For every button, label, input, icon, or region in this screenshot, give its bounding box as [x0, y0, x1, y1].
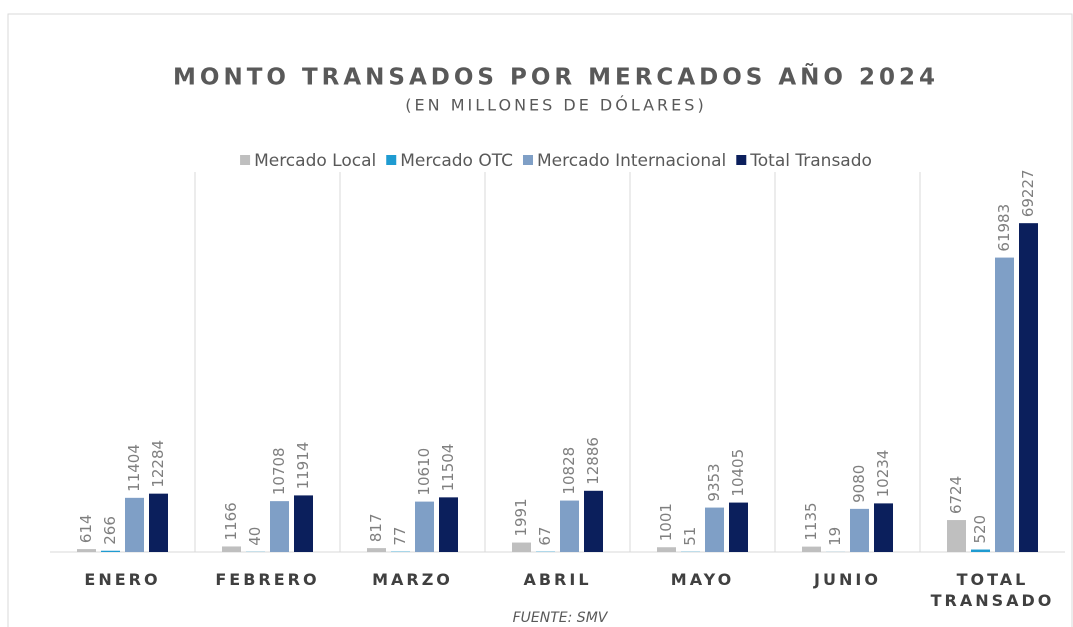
- bar: [101, 550, 120, 552]
- data-label: 77: [391, 527, 409, 546]
- data-label: 9353: [705, 463, 723, 501]
- x-tick-label: ABRIL: [523, 570, 592, 589]
- data-label: 12886: [584, 437, 602, 485]
- bar: [729, 502, 748, 552]
- data-label: 10405: [729, 449, 747, 497]
- data-label: 61983: [995, 204, 1013, 252]
- legend-swatch: [386, 155, 397, 165]
- legend-label: Mercado Internacional: [537, 151, 726, 171]
- x-tick-label: MAYO: [670, 570, 735, 589]
- data-label: 40: [246, 527, 264, 546]
- bar: [705, 507, 724, 552]
- bar: [995, 257, 1014, 552]
- data-label: 614: [77, 514, 95, 543]
- x-tick-label: FEBRERO: [215, 570, 320, 589]
- bar: [415, 501, 434, 552]
- bar: [657, 547, 676, 552]
- data-label: 817: [367, 513, 385, 542]
- bar: [367, 548, 386, 552]
- legend-swatch: [736, 155, 747, 165]
- data-label: 10828: [560, 447, 578, 495]
- bar: [1019, 223, 1038, 552]
- x-tick-label: MARZO: [372, 570, 453, 589]
- chart-subtitle: (EN MILLONES DE DÓLARES): [405, 96, 706, 115]
- data-label: 1001: [657, 503, 675, 541]
- data-label: 266: [101, 516, 119, 545]
- bar: [222, 546, 241, 552]
- bar: [125, 497, 144, 552]
- chart-border: [7, 13, 1073, 627]
- bar: [874, 503, 893, 552]
- bar: [294, 495, 313, 552]
- legend-swatch: [522, 155, 533, 165]
- bar: [560, 500, 579, 552]
- bar: [947, 520, 966, 552]
- data-label: 51: [681, 527, 699, 546]
- x-tick-label: TOTAL TRANSADO: [930, 570, 1055, 610]
- bar: [971, 549, 990, 552]
- data-label: 1135: [802, 502, 820, 540]
- data-label: 69227: [1019, 169, 1037, 217]
- data-label: 11504: [439, 444, 457, 492]
- bar: [149, 493, 168, 552]
- data-label: 67: [536, 527, 554, 546]
- data-label: 11914: [294, 442, 312, 490]
- data-label: 11404: [125, 444, 143, 492]
- data-label: 6724: [947, 476, 965, 514]
- data-label: 10708: [270, 447, 288, 495]
- source-note: FUENTE: SMV: [513, 610, 609, 626]
- bar: [270, 501, 289, 552]
- data-label: 1166: [222, 502, 240, 540]
- x-tick-label: ENERO: [84, 570, 161, 589]
- data-label: 12284: [149, 440, 167, 488]
- bar: [77, 549, 96, 552]
- data-label: 10234: [874, 450, 892, 498]
- data-label: 520: [971, 515, 989, 544]
- legend-label: Total Transado: [749, 151, 872, 171]
- bar: [584, 490, 603, 552]
- bar: [512, 542, 531, 552]
- x-tick-label: JUNIO: [814, 570, 881, 589]
- data-label: 9080: [850, 465, 868, 503]
- legend-label: Mercado OTC: [400, 151, 513, 171]
- legend-label: Mercado Local: [254, 151, 376, 171]
- legend-swatch: [240, 155, 251, 165]
- bar: [850, 508, 869, 552]
- data-label: 10610: [415, 448, 433, 496]
- data-label: 19: [826, 527, 844, 546]
- bar: [802, 546, 821, 552]
- bar: [439, 497, 458, 552]
- chart-title: MONTO TRANSADOS POR MERCADOS AÑO 2024: [173, 63, 939, 91]
- data-label: 1991: [512, 498, 530, 536]
